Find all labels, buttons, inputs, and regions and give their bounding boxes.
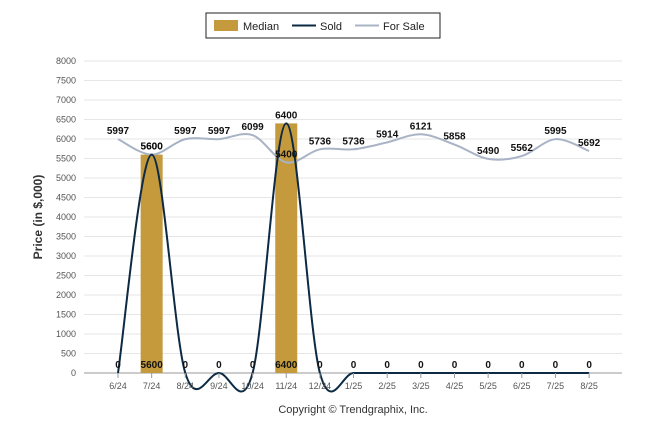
y-axis-title: Price (in $,000)	[31, 175, 45, 260]
for-sale-value-label: 6099	[241, 122, 264, 133]
data-labels: 5997 5600 5997 5997 6099 5400 5736 5736 5914 6121…	[107, 110, 601, 371]
legend-label-for-sale: For Sale	[383, 21, 425, 33]
y-tick-label: 2500	[56, 271, 76, 281]
for-sale-value-label: 5997	[107, 126, 130, 137]
y-tick-label: 1500	[56, 310, 76, 320]
for-sale-value-label: 5736	[342, 136, 365, 147]
y-tick-label: 4000	[56, 212, 76, 222]
x-tick-label: 7/25	[547, 381, 565, 391]
y-tick-label: 8000	[56, 56, 76, 66]
x-tick-label: 3/25	[412, 381, 430, 391]
sold-value-label: 5600	[141, 142, 164, 153]
for-sale-value-label: 6121	[410, 121, 433, 132]
for-sale-value-label: 5736	[309, 136, 332, 147]
for-sale-value-label: 5997	[174, 126, 197, 137]
x-tick-label: 5/25	[479, 381, 497, 391]
for-sale-value-label: 5562	[511, 143, 534, 154]
y-tick-labels: 0 500 1000 1500 2000 2500 3000 3500 4000 4500 5000…	[56, 56, 76, 378]
sold-value-label: 0	[452, 360, 458, 371]
sold-value-label: 0	[351, 360, 357, 371]
x-tick-label: 2/25	[378, 381, 396, 391]
x-tick-label: 8/24	[177, 381, 195, 391]
median-bar	[140, 154, 163, 373]
x-tick-label: 1/25	[345, 381, 363, 391]
for-sale-line	[117, 133, 590, 164]
for-sale-value-label: 5914	[376, 129, 399, 140]
x-tick-label: 4/25	[446, 381, 464, 391]
sold-value-label: 0	[250, 360, 256, 371]
y-tick-label: 4500	[56, 193, 76, 203]
gridlines	[84, 60, 622, 374]
sold-value-label: 0	[384, 360, 390, 371]
x-tick-label: 11/24	[275, 381, 297, 391]
y-tick-label: 6500	[56, 115, 76, 125]
median-value-label: 5600	[141, 360, 164, 371]
median-bar	[275, 123, 298, 374]
y-tick-label: 5000	[56, 173, 76, 183]
for-sale-value-label: 5400	[275, 149, 298, 160]
bars	[140, 123, 298, 374]
y-tick-label: 3500	[56, 232, 76, 242]
sold-value-label: 0	[586, 360, 592, 371]
x-tick-label: 6/24	[109, 381, 127, 391]
for-sale-value-label: 5600	[141, 142, 164, 153]
copyright-text: Copyright © Trendgraphix, Inc.	[278, 404, 427, 416]
sold-value-label: 0	[183, 360, 189, 371]
y-tick-label: 3000	[56, 251, 76, 261]
legend-box	[205, 12, 441, 39]
y-tick-label: 7000	[56, 95, 76, 105]
x-tick-label: 12/24	[309, 381, 332, 391]
legend-label-median: Median	[243, 21, 279, 33]
lines	[117, 122, 590, 393]
y-tick-label: 5500	[56, 154, 76, 164]
sold-value-label: 0	[485, 360, 491, 371]
x-tick-label: 7/24	[143, 381, 161, 391]
sold-value-label: 0	[115, 360, 121, 371]
y-tick-label: 0	[71, 368, 76, 378]
median-value-label: 6400	[275, 360, 298, 371]
sold-value-label: 0	[216, 360, 222, 371]
for-sale-value-label: 5692	[578, 138, 601, 149]
for-sale-value-label: 5997	[208, 126, 231, 137]
legend-swatch-median	[214, 20, 238, 31]
x-tick-labels: 6/24 7/24 8/24 9/24 10/24 11/24 12/24 1/25 2/25 3…	[109, 373, 598, 391]
for-sale-value-label: 5490	[477, 146, 500, 157]
legend: Median Sold For Sale	[205, 12, 441, 39]
x-tick-label: 9/24	[210, 381, 228, 391]
sold-value-label: 0	[317, 360, 323, 371]
sold-value-label: 0	[519, 360, 525, 371]
sold-line	[117, 122, 590, 393]
y-tick-label: 1000	[56, 329, 76, 339]
y-tick-label: 500	[61, 349, 76, 359]
x-tick-label: 6/25	[513, 381, 531, 391]
sold-value-label: 6400	[275, 110, 298, 121]
for-sale-value-label: 5858	[443, 132, 466, 143]
sold-value-label: 0	[553, 360, 559, 371]
legend-label-sold: Sold	[320, 21, 342, 33]
sold-value-label: 0	[418, 360, 424, 371]
x-tick-label: 10/24	[241, 381, 264, 391]
y-tick-label: 7500	[56, 76, 76, 86]
x-tick-label: 8/25	[580, 381, 598, 391]
y-tick-label: 6000	[56, 134, 76, 144]
for-sale-value-label: 5995	[544, 126, 567, 137]
y-tick-label: 2000	[56, 290, 76, 300]
